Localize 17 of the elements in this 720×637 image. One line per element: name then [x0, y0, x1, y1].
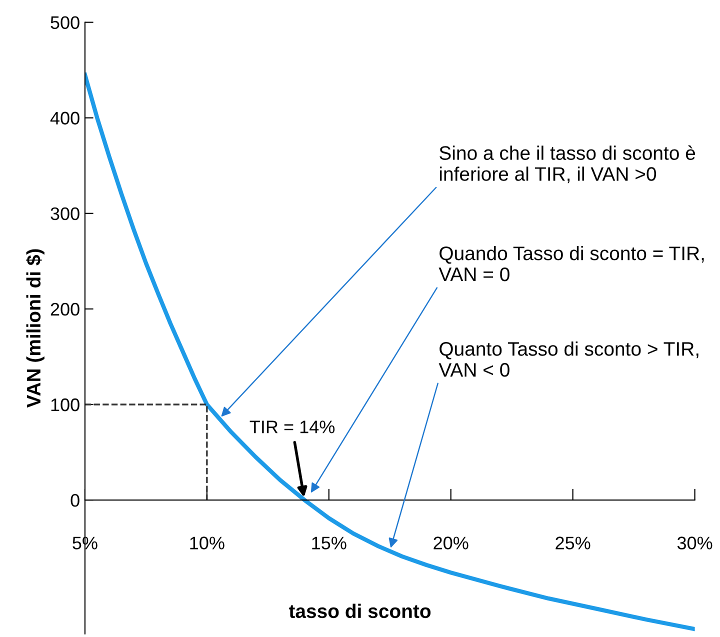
annotation: TIR = 14% [250, 420, 335, 434]
y-tick-label: 500 [50, 16, 80, 30]
annotation: Quanto Tasso di sconto > TIR, VAN < 0 [438, 342, 698, 377]
y-tick-label: 100 [51, 398, 80, 412]
y-tick-label: 200 [50, 302, 80, 316]
x-tick-label: 20% [434, 536, 468, 550]
x-tick-label: 30% [677, 536, 712, 550]
y-axis-title: VAN (milioni di $) [26, 249, 44, 408]
x-tick-label: 15% [312, 536, 346, 550]
y-tick-label: 300 [50, 207, 80, 220]
x-tick-label: 25% [556, 536, 590, 550]
annotation: Sino a che il tasso di sconto è inferiore al TIR, il VAN >0 [440, 145, 696, 184]
x-tick-label: 10% [190, 536, 224, 550]
y-tick-label: 0 [70, 494, 80, 507]
y-tick-label: 400 [50, 112, 80, 125]
annotation: Quando Tasso di sconto = TIR, VAN = 0 [438, 246, 704, 282]
x-axis-title: tasso di sconto [288, 604, 431, 618]
